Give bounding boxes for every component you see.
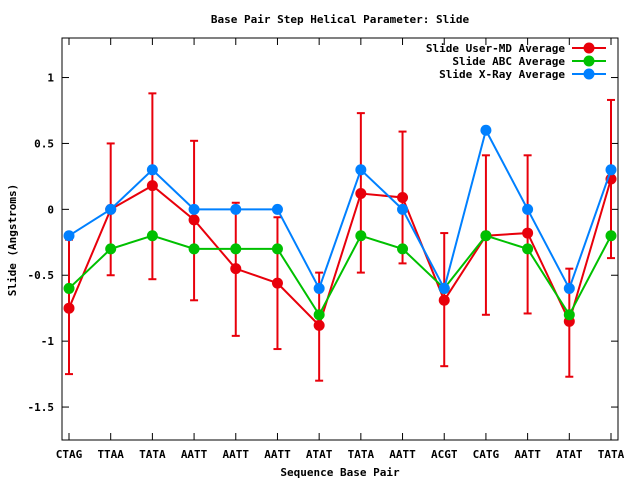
x-tick-label: TATA <box>348 448 375 461</box>
legend-marker <box>583 55 595 67</box>
data-point <box>480 124 492 136</box>
chart-title: Base Pair Step Helical Parameter: Slide <box>211 13 470 26</box>
legend-marker <box>583 68 595 80</box>
y-tick-label: -0.5 <box>28 269 55 282</box>
data-point <box>271 243 283 255</box>
data-point <box>355 164 367 176</box>
x-axis-label: Sequence Base Pair <box>280 466 400 479</box>
y-tick-label: 1 <box>47 72 54 85</box>
data-point <box>397 243 409 255</box>
y-tick-label: -1 <box>41 335 55 348</box>
y-tick-label: 0.5 <box>34 137 54 150</box>
series-line <box>68 178 612 328</box>
plot-area: -1.5 -1 -0.5 0 0.5 1 CTAG TTAA TATA AATT AATT AATT A… <box>28 37 625 461</box>
x-tick-label: AATT <box>223 448 250 461</box>
data-point <box>271 203 283 215</box>
data-point <box>480 230 492 242</box>
data-point <box>230 263 242 275</box>
x-tick-label: AATT <box>514 448 541 461</box>
x-tick-label: AATT <box>264 448 291 461</box>
series-line <box>68 127 612 292</box>
data-point <box>563 309 575 321</box>
data-point <box>63 302 75 314</box>
data-point <box>188 243 200 255</box>
data-point <box>146 230 158 242</box>
data-point <box>355 230 367 242</box>
data-point <box>63 282 75 294</box>
data-point <box>146 164 158 176</box>
plot-frame <box>61 37 619 441</box>
data-point <box>313 319 325 331</box>
x-tick-label: AATT <box>181 448 208 461</box>
data-point <box>230 243 242 255</box>
x-tick-label: TTAA <box>97 448 124 461</box>
data-point <box>355 188 367 200</box>
x-tick-label: ACGT <box>431 448 458 461</box>
data-point <box>271 277 283 289</box>
legend-label: Slide ABC Average <box>452 55 565 68</box>
data-point <box>438 282 450 294</box>
x-tick-label: ATAT <box>306 448 333 461</box>
x-tick-label: TATA <box>598 448 625 461</box>
x-tick-label: CATG <box>473 448 500 461</box>
data-point <box>605 230 617 242</box>
x-tick-label: AATT <box>389 448 416 461</box>
data-point <box>313 309 325 321</box>
data-point <box>438 294 450 306</box>
data-point <box>397 191 409 203</box>
data-point <box>522 243 534 255</box>
series-line <box>68 234 612 317</box>
data-point <box>146 180 158 192</box>
y-tick-label: 0 <box>47 203 54 216</box>
data-point <box>188 203 200 215</box>
data-point <box>313 282 325 294</box>
legend-marker <box>583 42 595 54</box>
data-point <box>563 282 575 294</box>
data-point <box>605 164 617 176</box>
legend-label: Slide X-Ray Average <box>439 68 565 81</box>
data-point <box>522 227 534 239</box>
x-tick-label: ATAT <box>556 448 583 461</box>
data-point <box>105 243 117 255</box>
data-point <box>105 203 117 215</box>
y-axis-label: Slide (Angstroms) <box>6 184 19 297</box>
data-point <box>397 203 409 215</box>
y-tick-label: -1.5 <box>28 401 55 414</box>
data-point <box>188 214 200 226</box>
x-tick-label: CTAG <box>56 448 83 461</box>
data-point <box>63 230 75 242</box>
x-tick-label: TATA <box>139 448 166 461</box>
data-point <box>522 203 534 215</box>
legend-label: Slide User-MD Average <box>426 42 565 55</box>
data-point <box>230 203 242 215</box>
